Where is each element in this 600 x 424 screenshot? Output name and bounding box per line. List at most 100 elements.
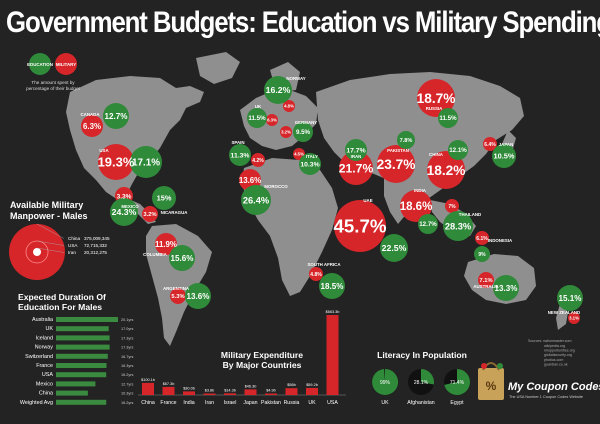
expenditure-value-russia: $56b <box>287 383 295 387</box>
literacy-slice-afghanistan <box>421 369 434 385</box>
education-value-pakistan: 7.8% <box>400 138 413 144</box>
military-value-iran: 21.7% <box>339 161 374 175</box>
military-value-canada: 6.3% <box>83 122 101 131</box>
education-bubble-south-africa <box>319 273 345 299</box>
expenditure-bar-russia <box>285 388 298 395</box>
education-value-usa: 17.1% <box>132 158 160 169</box>
source-line: globalsecurity.org <box>544 353 572 357</box>
duration-country-usa: USA <box>42 372 53 378</box>
education-bubble-thailand <box>443 211 473 241</box>
education-bubble-new-zealand <box>557 285 583 311</box>
duration-label-iceland: 17.3yrs <box>121 336 134 340</box>
military-bubble-argentina <box>170 288 186 304</box>
literacy-pie-afghanistan: 28.1% Afghanistan <box>407 369 435 406</box>
country-label-spain: SPAIN <box>231 140 244 145</box>
source-line: guardian.co.uk <box>544 362 568 366</box>
military-value-new-zealand: 3.1% <box>569 316 579 321</box>
duration-bar-france <box>56 363 107 368</box>
military-bubble-japan <box>483 137 497 151</box>
country-label-india: INDIA <box>414 188 427 193</box>
country-label-italy: ITALY <box>306 154 318 159</box>
expenditure-value-france: $67.3b <box>163 382 175 386</box>
manpower-section: Available Military Manpower - Males Chin… <box>9 200 110 280</box>
country-spain: 4.2%11.3% SPAIN <box>229 140 265 167</box>
country-indonesia: 6.1% 9% INDONESIA <box>474 231 513 262</box>
manpower-list: China 375,009,345 USA 72,715,332 Iran 20,312,… <box>36 223 110 255</box>
military-value-nicaragua: 3.2% <box>143 212 156 218</box>
literacy-slice-egypt <box>444 369 470 395</box>
military-value-uk: 6.3% <box>267 118 277 123</box>
military-bubble-thailand <box>445 199 459 213</box>
country-uae: 45.7% 22.5% UAE <box>334 198 408 262</box>
sources-list: wikipedia.orgnriopportunities.orgglobals… <box>544 344 575 366</box>
duration-country-switzerland: Switzerland <box>25 354 53 360</box>
literacy-title: Literacy In Population <box>377 350 467 360</box>
expenditure-value-japan: $46.3b <box>245 384 257 388</box>
country-label-uae: UAE <box>363 198 372 203</box>
military-bubble-india <box>400 190 432 222</box>
military-bubble-pakistan <box>377 145 415 183</box>
country-india: 18.6% 12.7% INDIA <box>400 188 438 234</box>
country-label-columbia: COLUMBIA <box>143 252 167 257</box>
education-bubble-india <box>418 214 438 234</box>
military-value-south-africa: 4.8% <box>310 272 322 278</box>
sources-heading: Sources: nationmaster.com <box>528 339 572 343</box>
education-bubble-pakistan <box>397 131 415 149</box>
education-bubble-indonesia <box>474 246 490 262</box>
education-value-australia: 13.3% <box>495 284 518 293</box>
country-uk: 6.3%11.5% UK <box>247 104 278 128</box>
country-label-argentina: ARGENTINA <box>163 286 190 291</box>
education-value-south-africa: 18.5% <box>321 282 344 291</box>
world-map <box>66 52 568 346</box>
duration-title-line1: Expected Duration Of <box>18 292 106 302</box>
military-value-india: 18.6% <box>400 201 433 213</box>
education-bubble-columbia <box>169 245 195 271</box>
education-bubble-spain <box>229 144 251 166</box>
expenditure-category-india: India <box>183 400 194 406</box>
manpower-country-usa: USA <box>68 243 78 248</box>
military-bubble-spain <box>251 153 265 167</box>
military-bubble-nicaragua <box>142 206 158 222</box>
duration-chart: Australia 20.1yrs UK 17.0yrs Iceland 17.3yrs N… <box>20 317 134 406</box>
legend-note-line1: The amount spent by <box>31 80 75 85</box>
military-value-indonesia: 6.1% <box>476 236 488 242</box>
country-argentina: 5.3% 13.6%ARGENTINA <box>163 283 211 309</box>
education-value-germany: 9.5% <box>296 129 311 136</box>
military-value-russia: 18.7% <box>417 91 456 106</box>
country-norway: 4.8% 16.2% NORWAY <box>264 76 306 112</box>
expenditure-bar-china <box>142 382 154 395</box>
legend-military-label: MILITARY <box>56 62 76 67</box>
education-bubble-china <box>448 140 468 160</box>
military-value-spain: 4.2% <box>252 158 264 164</box>
expenditure-value-pakistan: $4.9b <box>266 389 276 393</box>
military-value-mexico: 3.3% <box>117 193 132 200</box>
country-morocco: 13.6% 26.4% MOROCCO <box>239 169 288 215</box>
country-label-uk: UK <box>255 104 262 109</box>
duration-bar-china <box>56 390 88 396</box>
military-bubble-south-africa <box>309 267 323 281</box>
legend-education-label: EDUCATION <box>27 62 53 67</box>
country-label-japan: JAPAN <box>499 142 514 147</box>
duration-country-mexico: Mexico <box>36 381 53 387</box>
brand-name: My Coupon Codes <box>508 381 600 393</box>
country-germany: 3.2% 9.5% GERMANY <box>280 120 317 142</box>
education-bubble-usa <box>130 146 162 178</box>
country-label-canada: CANADA <box>80 112 100 117</box>
expenditure-bar-india <box>183 391 195 395</box>
manpower-value-usa: 72,715,332 <box>84 243 107 248</box>
military-bubble-norway <box>283 100 295 112</box>
duration-label-usa: 16.2yrs <box>121 373 134 377</box>
military-value-thailand: 7% <box>448 204 456 210</box>
country-label-germany: GERMANY <box>295 120 318 125</box>
education-value-uk: 11.5% <box>248 115 266 122</box>
legend-education-dot <box>29 53 51 75</box>
expenditure-bar-iran <box>203 393 216 395</box>
country-new-zealand: 3.1% 15.1% NEW ZEALAND <box>548 285 583 324</box>
manpower-leader-line <box>36 240 65 246</box>
duration-label-uk: 17.0yrs <box>121 327 134 331</box>
country-iran: 21.7% 17.7%IRAN <box>339 139 374 185</box>
manpower-value-iran: 20,312,275 <box>84 250 107 255</box>
country-usa: 19.3%17.1% USA <box>98 144 162 180</box>
